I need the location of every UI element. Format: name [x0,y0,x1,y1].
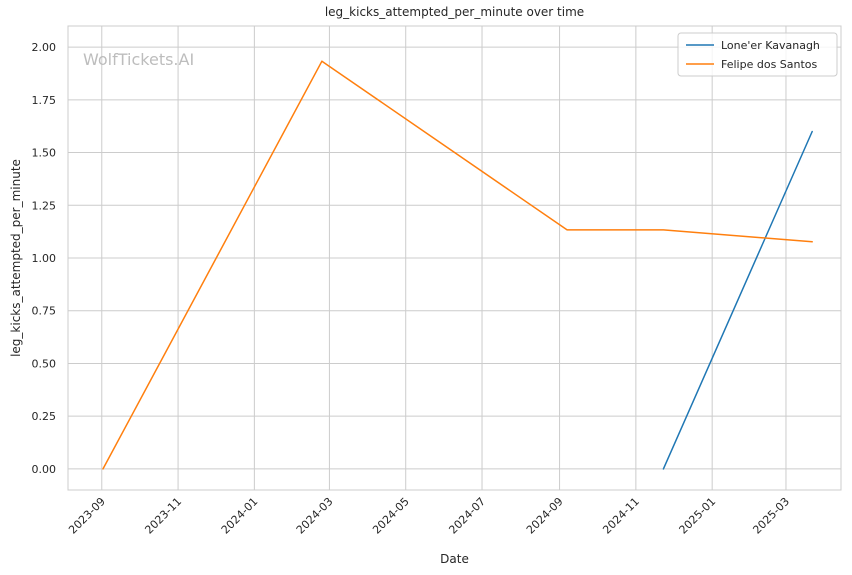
legend-frame [677,32,838,77]
grid [68,26,841,490]
y-tick-label: 0.75 [32,305,57,318]
y-tick-label: 0.00 [32,463,57,476]
y-tick-label: 1.00 [32,252,57,265]
legend-label: Felipe dos Santos [721,58,818,71]
legend: Lone'er Kavanagh Felipe dos Santos [677,32,838,77]
series-line-0 [662,130,813,470]
chart-title: leg_kicks_attempted_per_minute over time [325,5,584,19]
series-layer [102,60,813,470]
y-tick-label: 0.25 [32,410,57,423]
plot-frame [67,25,842,491]
watermark: WolfTickets.AI [83,50,194,69]
y-tick-label: 0.50 [32,357,57,370]
y-axis-ticks: 0.00 0.25 0.50 0.75 1.00 1.25 1.50 1.75 2.00 [32,41,57,476]
y-axis-label: leg_kicks_attempted_per_minute [9,159,23,357]
legend-label: Lone'er Kavanagh [721,39,820,52]
x-axis-label: Date [440,552,469,566]
y-tick-label: 1.50 [32,147,57,160]
y-tick-label: 1.25 [32,199,57,212]
series-line-1 [102,60,813,470]
y-tick-label: 2.00 [32,41,57,54]
y-tick-label: 1.75 [32,94,57,107]
